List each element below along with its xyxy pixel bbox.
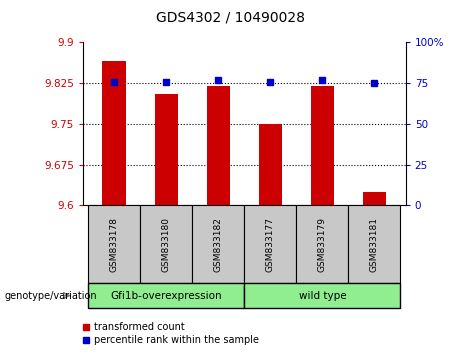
Text: Gfi1b-overexpression: Gfi1b-overexpression [111, 291, 222, 301]
Bar [192, 205, 244, 283]
Text: wild type: wild type [299, 291, 346, 301]
Bar [207, 86, 230, 205]
Text: genotype/variation: genotype/variation [5, 291, 97, 301]
Bar [154, 94, 178, 205]
Bar [259, 124, 282, 205]
Bar [311, 86, 334, 205]
Bar [296, 205, 349, 283]
Bar [140, 205, 192, 283]
Bar [88, 205, 140, 283]
Text: GDS4302 / 10490028: GDS4302 / 10490028 [156, 11, 305, 25]
Bar [244, 283, 401, 308]
Text: GSM833177: GSM833177 [266, 217, 275, 272]
Text: GSM833178: GSM833178 [110, 217, 119, 272]
Bar [363, 192, 386, 205]
Bar [102, 62, 126, 205]
Bar [88, 283, 244, 308]
Bar [349, 205, 401, 283]
Legend: transformed count, percentile rank within the sample: transformed count, percentile rank withi… [79, 319, 263, 349]
Text: GSM833182: GSM833182 [214, 217, 223, 272]
Text: GSM833179: GSM833179 [318, 217, 327, 272]
Text: GSM833181: GSM833181 [370, 217, 379, 272]
Bar [244, 205, 296, 283]
Text: GSM833180: GSM833180 [162, 217, 171, 272]
